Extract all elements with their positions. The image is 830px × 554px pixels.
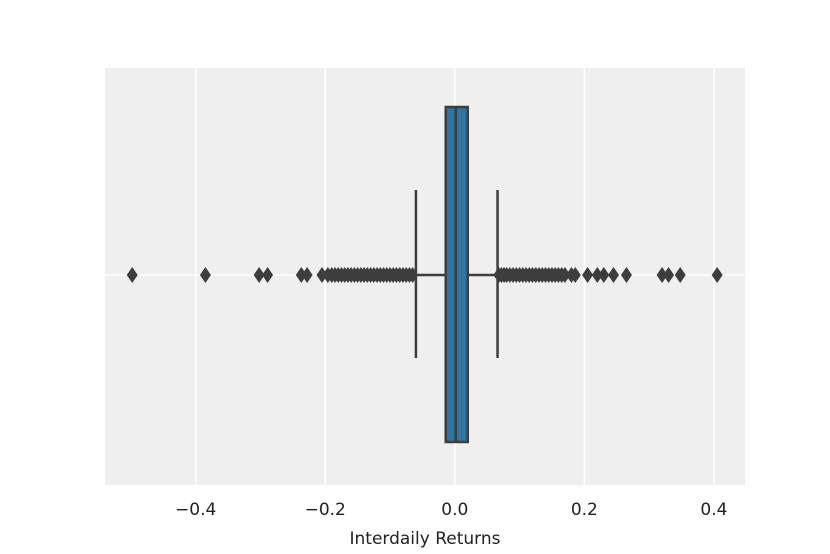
x-tick-label: 0.2 <box>571 500 598 520</box>
outlier <box>569 267 581 283</box>
outlier <box>262 267 274 283</box>
outlier <box>253 267 265 283</box>
outlier <box>126 267 138 283</box>
x-tick-label: 0.0 <box>441 500 468 520</box>
outlier <box>301 267 313 283</box>
outlier <box>591 267 603 283</box>
outlier <box>295 267 307 283</box>
outlier <box>608 267 620 283</box>
outlier <box>559 267 571 283</box>
outlier <box>620 267 632 283</box>
outlier <box>407 267 419 283</box>
outlier <box>316 267 328 283</box>
outlier <box>711 267 723 283</box>
plot-area <box>105 68 745 485</box>
x-axis-label: Interdaily Returns <box>350 529 501 549</box>
outlier <box>582 267 594 283</box>
x-tick-label: −0.2 <box>305 500 346 520</box>
x-tick-label: 0.4 <box>700 500 727 520</box>
outlier <box>199 267 211 283</box>
outlier <box>663 267 675 283</box>
outlier <box>598 267 610 283</box>
outlier <box>656 267 668 283</box>
x-tick-label: −0.4 <box>175 500 216 520</box>
outlier <box>674 267 686 283</box>
